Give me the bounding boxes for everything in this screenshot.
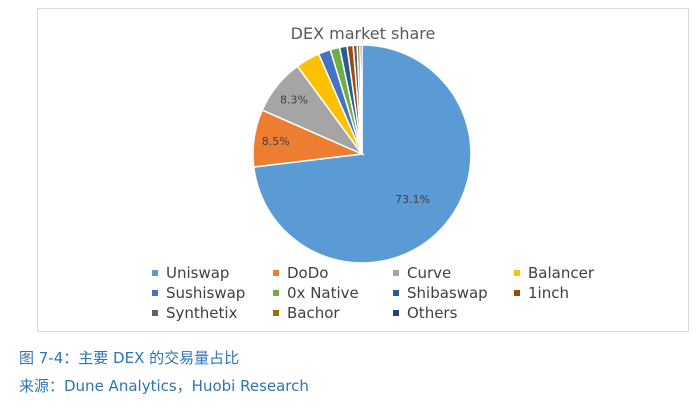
legend-swatch <box>152 290 158 296</box>
legend-swatch <box>152 270 158 276</box>
data-label-curve: 8.3% <box>280 93 308 106</box>
legend-swatch <box>514 290 520 296</box>
legend-label: Others <box>407 304 458 322</box>
legend-item-dodo: DoDo <box>273 263 393 283</box>
legend-item-shibaswap: Shibaswap <box>393 283 514 303</box>
legend-swatch <box>273 290 279 296</box>
legend-item-synthetix: Synthetix <box>152 303 273 323</box>
legend-item-balancer: Balancer <box>514 263 634 283</box>
data-label-dodo: 8.5% <box>262 135 290 148</box>
legend-label: 0x Native <box>287 284 359 302</box>
legend-swatch <box>393 270 399 276</box>
legend-label: Sushiswap <box>166 284 246 302</box>
pie-slice-others <box>359 44 363 155</box>
legend-label: DoDo <box>287 264 329 282</box>
legend-swatch <box>273 270 279 276</box>
legend-swatch <box>152 310 158 316</box>
legend-item-bachor: Bachor <box>273 303 393 323</box>
chart-title: DEX market share <box>290 24 436 43</box>
chart-legend: Uniswap DoDo Curve Balancer Sushiswap 0x Nati… <box>152 263 672 323</box>
legend-label: Uniswap <box>166 264 230 282</box>
chart-frame: DEX market share 73.1% 8.5% 8.3% Uniswap Do… <box>37 8 689 332</box>
legend-swatch <box>393 310 399 316</box>
legend-item-uniswap: Uniswap <box>152 263 273 283</box>
legend-swatch <box>514 270 520 276</box>
legend-swatch <box>273 310 279 316</box>
legend-label: Shibaswap <box>407 284 488 302</box>
legend-label: Balancer <box>528 264 594 282</box>
legend-swatch <box>393 290 399 296</box>
legend-item-others: Others <box>393 303 514 323</box>
source-caption: 来源：Dune Analytics，Huobi Research <box>19 377 309 395</box>
legend-label: Curve <box>407 264 452 282</box>
legend-item-sushiswap: Sushiswap <box>152 283 273 303</box>
legend-item-curve: Curve <box>393 263 514 283</box>
legend-label: Bachor <box>287 304 340 322</box>
legend-item-1inch: 1inch <box>514 283 634 303</box>
pie-chart: 73.1% 8.5% 8.3% <box>252 44 472 264</box>
legend-item-0x-native: 0x Native <box>273 283 393 303</box>
legend-label: 1inch <box>528 284 569 302</box>
data-label-uniswap: 73.1% <box>395 193 430 206</box>
figure-caption: 图 7-4：主要 DEX 的交易量占比 <box>19 349 240 367</box>
legend-label: Synthetix <box>166 304 238 322</box>
